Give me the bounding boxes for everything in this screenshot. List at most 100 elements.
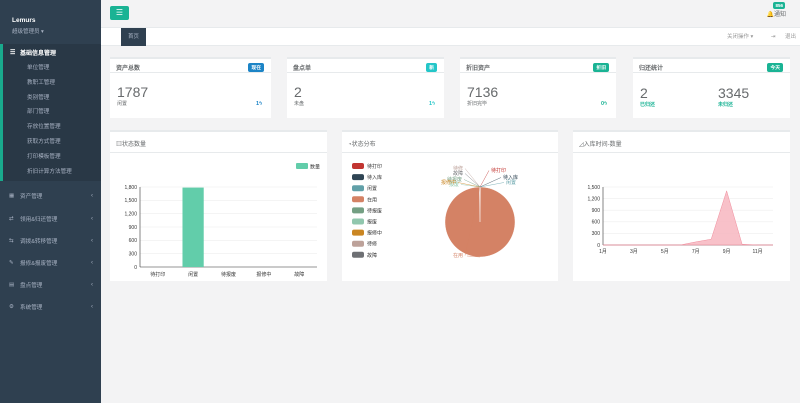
chevron-left-icon: ‹ [91,215,93,222]
label-line [466,255,481,258]
stat-sub: 闲置 [117,101,128,107]
stat-value: 7136 [467,84,499,100]
card-title: 归还统计 [639,66,664,72]
stat-value: 2 [294,84,302,100]
card-title: 盘点单 [293,66,312,72]
chevron-left-icon: ‹ [91,237,93,244]
label-line [464,173,481,188]
logout-button[interactable]: ⇥ 退出 [763,34,796,40]
x-tick-label: 9月 [723,249,731,255]
y-tick-label: 1,200 [124,211,137,217]
slice-label: 待报废 [447,176,462,183]
profile[interactable]: Lemurs 超级管理员 ▾ [0,0,101,44]
chevron-left-icon: ‹ [91,304,93,311]
label-line [464,168,481,188]
bar-chart-icon: ▥ [116,142,123,148]
legend-swatch [352,207,364,214]
stat-card-return: 归还统计 今天 2 已归还 3345 未归还 [633,57,790,118]
sidebar-item-depreciation[interactable]: 折旧计算方法管理 [27,168,72,175]
slice-label: 待入库 [503,174,518,181]
legend-swatch [352,229,364,236]
inventory-icon: ▤ [9,282,15,289]
menu-label: 系统管理 [20,305,43,312]
status-badge: 新 [426,63,437,72]
sidebar-item-staff[interactable]: 教职工管理 [27,79,55,86]
notification-label: 通知 [773,12,786,18]
notification-link[interactable]: 🔔通知 [767,9,787,18]
tab-home[interactable]: 首页 [121,28,146,46]
sidebar-item-assets[interactable]: ▦ 资产管理 ‹ [0,185,101,207]
x-tick-label: 待报废 [221,271,236,278]
sidebar-item-category[interactable]: 类别管理 [27,94,50,101]
label-line [479,170,490,188]
stat-card-inventory: 盘点单 新 2 未盘 1ϟ [287,57,444,118]
stat-value-unreturned: 3345 [718,85,750,101]
label-line [479,182,505,188]
notification-badge: 856 [773,2,785,9]
label-line [457,182,481,188]
user-role[interactable]: 超级管理员 ▾ [12,29,44,35]
chevron-left-icon: ‹ [91,282,93,289]
nav-group-label: 基础信息管理 [20,51,57,57]
stat-sub-returned: 已归还 [640,102,656,108]
logout-icon: ⇥ [770,34,776,40]
sidebar-item-print-template[interactable]: 打印模板管理 [27,153,61,160]
stat-change: 0ϟ [601,101,607,107]
nav-group-basic-info: ☰ 基础信息管理 单位管理 教职工管理 类别管理 部门管理 存放位置管理 获取方式… [0,44,101,182]
label-line [460,184,481,188]
sidebar-item-repair[interactable]: ✎ 报修&报废管理 ‹ [0,252,101,274]
sidebar-item-system[interactable]: ⚙ 系统管理 ‹ [0,296,101,318]
label-line [479,177,502,188]
slice-label: 待打印 [491,167,506,174]
stat-sub: 未盘 [294,101,305,107]
sidebar-item-borrow[interactable]: ⇄ 领用&归还管理 ‹ [0,208,101,230]
sidebar-item-location[interactable]: 存放位置管理 [27,124,61,131]
sidebar-item-inventory[interactable]: ▤ 盘点管理 ‹ [0,274,101,296]
nav-group-header[interactable]: ☰ 基础信息管理 [3,44,101,61]
slice-label: 报修中 [441,179,456,186]
legend-label: 报废 [367,219,377,226]
y-tick-label: 0 [597,243,600,249]
pie-slice [444,186,516,258]
x-tick-label: 待打印 [150,271,165,278]
gear-icon: ⚙ [9,304,15,311]
legend-label: 在用 [367,196,377,203]
pie-chart-icon: ◔ [348,142,352,148]
area-series [603,190,773,246]
slice-label: 待修 [453,165,463,172]
stat-card-total-assets: 资产总数 现在 1787 闲置 1ϟ [110,57,271,118]
legend-swatch [352,240,364,247]
legend-swatch [352,196,364,203]
exchange-icon: ⇆ [9,237,14,244]
card-title: 资产总数 [116,66,141,72]
card-title: 入库时间-数量 [583,142,622,148]
y-tick-label: 300 [129,251,138,257]
y-tick-label: 300 [592,231,601,237]
legend-swatch [352,251,364,258]
card-title: 折旧资产 [466,66,491,72]
stat-card-depreciation: 折旧资产 折旧 7136 折旧完毕 0ϟ [460,57,616,118]
legend-swatch [352,185,364,192]
y-tick-label: 1,800 [124,185,137,191]
slice-label: 在用 [453,252,463,259]
stat-sub: 折旧完毕 [467,101,488,107]
menu-toggle-button[interactable]: ☰ [110,6,129,20]
status-badge: 现在 [248,63,264,72]
legend-label: 闲置 [367,185,377,192]
legend-swatch [352,174,364,181]
stat-sub-unreturned: 未归还 [718,102,734,108]
sidebar-item-transfer[interactable]: ⇆ 调拨&转移管理 ‹ [0,230,101,252]
legend-swatch [296,163,308,169]
sidebar-item-unit[interactable]: 单位管理 [27,65,50,71]
legend-swatch [352,218,364,225]
bell-icon: 🔔 [766,12,774,18]
stat-change: 1ϟ [429,101,435,107]
top-navbar: ☰ 856 🔔通知 [101,0,800,28]
card-title: 状态数量 [122,142,147,148]
close-ops-dropdown[interactable]: 关闭操作 ▾ [727,34,754,40]
legend-swatch [352,163,364,169]
x-tick-label: 1月 [599,249,607,255]
sidebar-item-department[interactable]: 部门管理 [27,109,50,116]
menu-label: 资产管理 [20,194,43,201]
sidebar-item-acquisition[interactable]: 获取方式管理 [27,138,61,145]
